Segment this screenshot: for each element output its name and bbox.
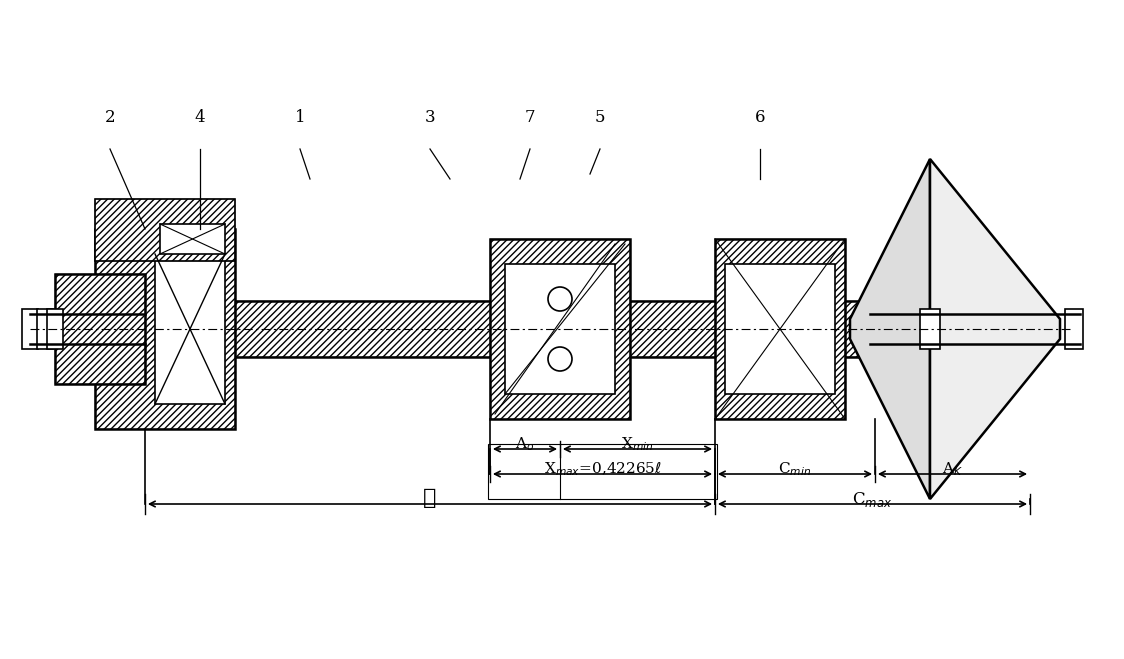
- Text: 5: 5: [595, 109, 605, 126]
- Polygon shape: [850, 159, 930, 499]
- Bar: [490, 239, 629, 419]
- Bar: [55, 274, 145, 384]
- Bar: [1066, 309, 1084, 349]
- Bar: [22, 309, 38, 349]
- Text: A$_K$: A$_K$: [942, 460, 963, 478]
- Bar: [96, 199, 235, 261]
- Bar: [55, 274, 145, 384]
- Bar: [96, 229, 235, 429]
- Bar: [96, 199, 235, 261]
- Bar: [145, 301, 870, 357]
- Text: C$_{max}$: C$_{max}$: [852, 490, 892, 509]
- Bar: [725, 264, 835, 394]
- Bar: [47, 309, 63, 349]
- Bar: [715, 239, 845, 419]
- Text: 7: 7: [525, 109, 535, 126]
- Bar: [921, 309, 940, 349]
- Bar: [490, 239, 629, 419]
- Bar: [160, 224, 225, 254]
- Text: X$_{min}$: X$_{min}$: [622, 436, 654, 453]
- Text: 6: 6: [754, 109, 765, 126]
- Bar: [715, 239, 845, 419]
- Text: X$_{max}$=0,42265$\ell$: X$_{max}$=0,42265$\ell$: [544, 460, 662, 478]
- Text: C$_{min}$: C$_{min}$: [779, 460, 812, 478]
- Bar: [155, 254, 225, 404]
- Bar: [505, 264, 615, 394]
- Text: 2: 2: [105, 109, 116, 126]
- Text: ℓ: ℓ: [424, 487, 437, 509]
- Text: A$_o$: A$_o$: [516, 436, 535, 453]
- Text: 1: 1: [294, 109, 306, 126]
- Bar: [145, 301, 870, 357]
- Bar: [37, 309, 53, 349]
- Text: 4: 4: [194, 109, 206, 126]
- Polygon shape: [930, 159, 1060, 499]
- Bar: [488, 444, 717, 499]
- Bar: [96, 229, 235, 429]
- Text: 3: 3: [425, 109, 435, 126]
